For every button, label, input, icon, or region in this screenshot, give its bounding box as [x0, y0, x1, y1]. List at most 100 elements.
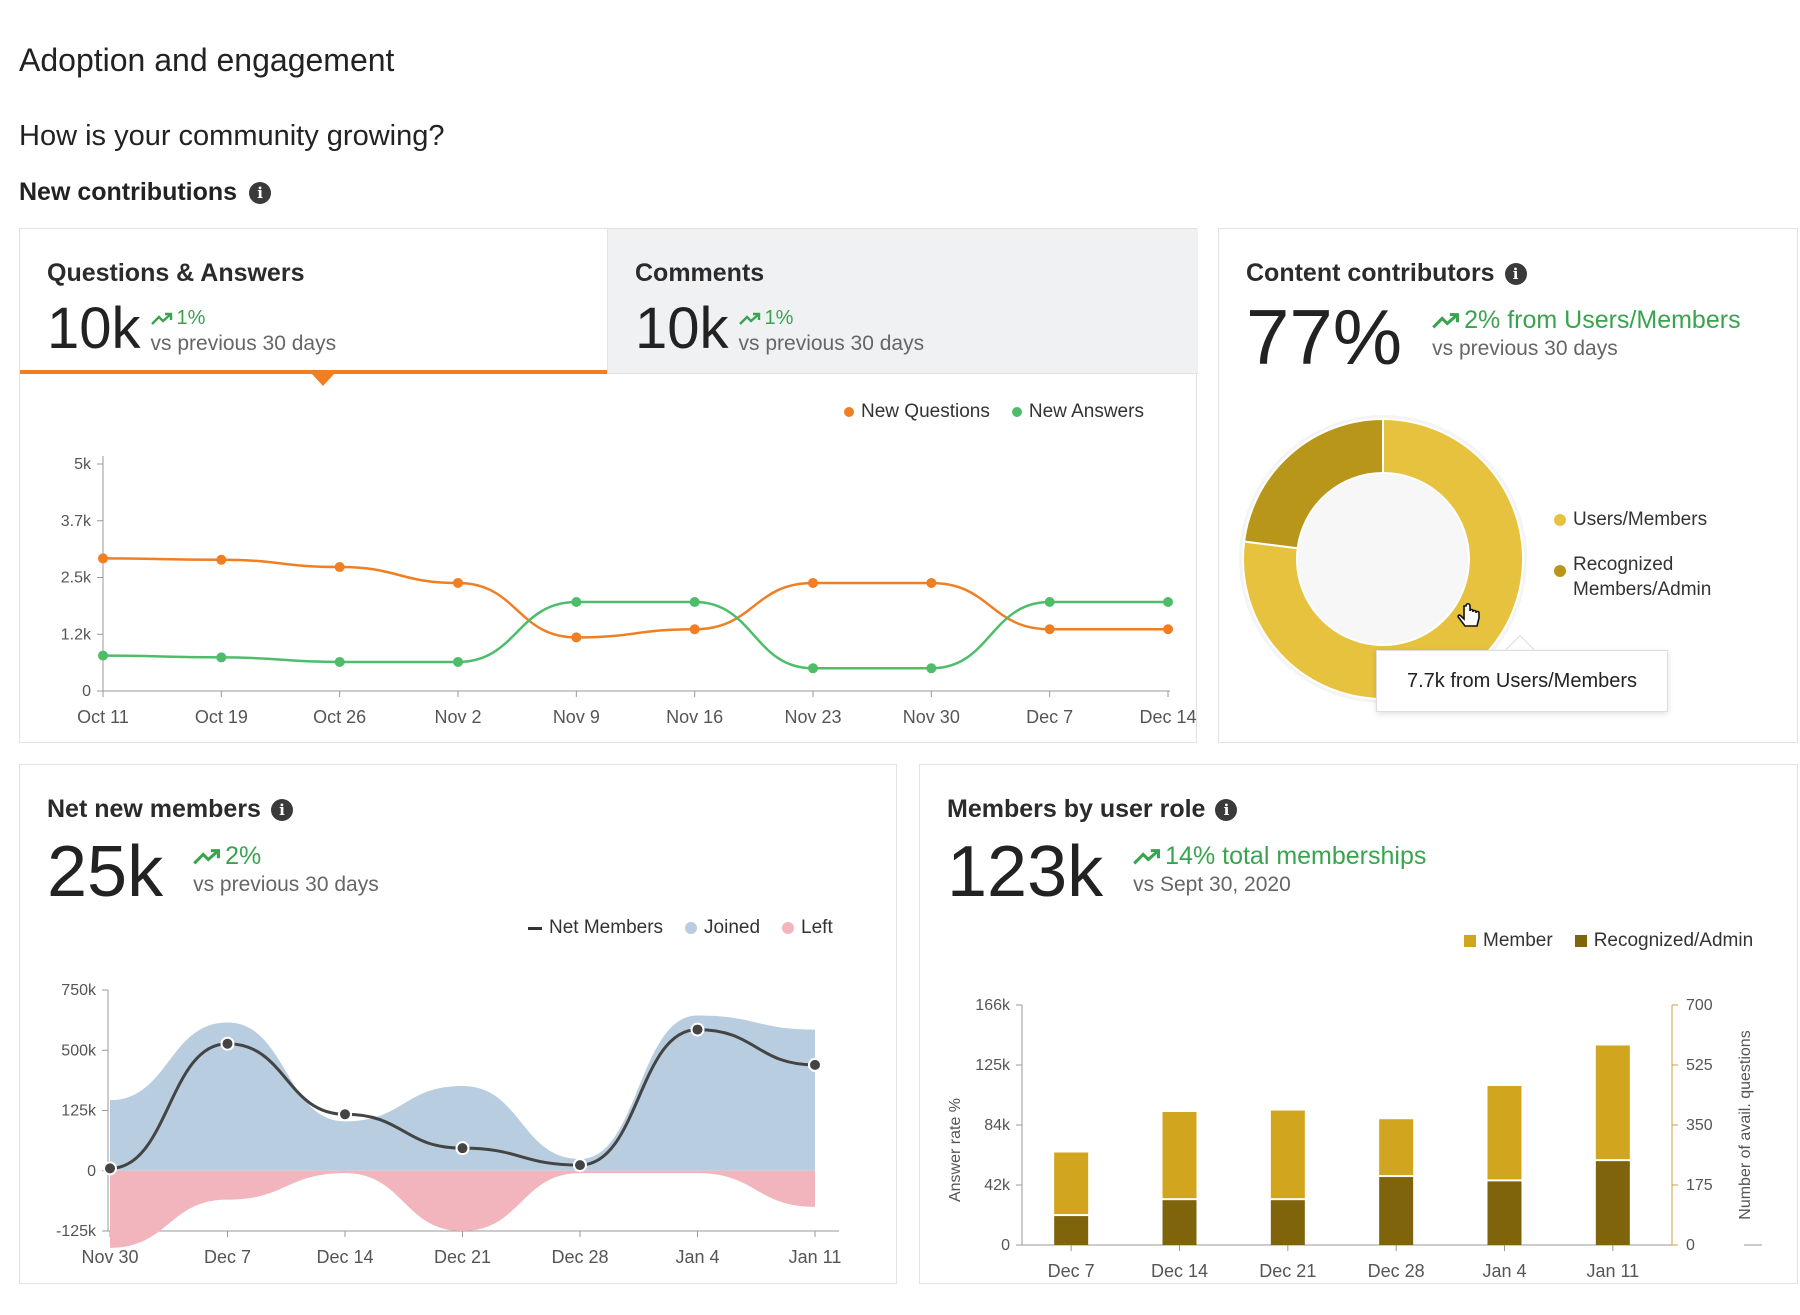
donut-tooltip: 7.7k from Users/Members — [1376, 650, 1668, 712]
legend-item-new-answers[interactable]: New Answers — [1011, 401, 1144, 423]
tab-title: Comments — [635, 259, 765, 287]
legend-item-new-questions[interactable]: New Questions — [844, 401, 990, 423]
info-icon[interactable]: i — [249, 181, 272, 204]
y-axis-label: Answer rate % — [947, 1098, 964, 1202]
bar-member — [1162, 1111, 1197, 1199]
info-icon[interactable]: i — [270, 798, 293, 821]
x-tick-label: Jan 4 — [1482, 1261, 1526, 1281]
x-tick-label: Nov 30 — [81, 1247, 138, 1267]
legend-item-net-members[interactable]: Net Members — [528, 917, 663, 939]
y-tick-label: 3.7k — [61, 513, 92, 530]
legend-item-joined[interactable]: Joined — [685, 917, 760, 939]
x-tick-label: Jan 11 — [1586, 1261, 1639, 1281]
data-point — [573, 1158, 587, 1173]
legend-item-left[interactable]: Left — [782, 917, 833, 939]
page-heading: Adoption and engagement — [19, 42, 395, 78]
x-tick-label: Nov 16 — [666, 707, 723, 727]
bar-member — [1054, 1152, 1089, 1215]
bar-recognized-admin — [1379, 1177, 1414, 1245]
legend-label: Recognized Members/Admin — [1573, 554, 1712, 600]
comparison-text: vs previous 30 days — [150, 332, 337, 355]
legend-item-recognized-admin[interactable]: Recognized/Admin — [1574, 930, 1753, 952]
comparison-text: vs previous 30 days — [738, 332, 925, 355]
data-point — [334, 562, 345, 573]
x-tick-label: Dec 28 — [1368, 1261, 1425, 1281]
data-point — [689, 597, 700, 608]
tab-comments[interactable]: Comments 10k 1% vs previous 30 days — [607, 229, 1198, 374]
series-line — [102, 557, 1168, 639]
comparison-text: vs Sept 30, 2020 — [1133, 873, 1291, 896]
hand-cursor-icon — [1457, 602, 1480, 627]
data-point — [571, 632, 582, 643]
y-tick-label: -125k — [56, 1223, 97, 1240]
x-tick-label: Oct 19 — [195, 707, 248, 727]
data-point — [808, 663, 818, 674]
info-icon[interactable]: i — [1504, 262, 1527, 285]
legend-item-member[interactable]: Member — [1464, 930, 1553, 952]
card-title-text: Members by user role — [947, 795, 1206, 823]
section-label: New contributions i — [19, 178, 272, 207]
x-tick-label: Dec 21 — [434, 1247, 491, 1267]
x-tick-label: Dec 7 — [1048, 1261, 1095, 1281]
y-tick-label: 84k — [984, 1117, 1011, 1134]
trend-up-icon — [193, 848, 221, 864]
data-point — [453, 656, 463, 667]
trend-up-icon — [738, 312, 760, 325]
delta-text: 14% total memberships — [1165, 842, 1427, 870]
data-point — [1044, 597, 1055, 608]
bar-recognized-admin — [1487, 1181, 1522, 1245]
x-tick-label: Dec 28 — [551, 1247, 608, 1267]
card-title-text: Content contributors — [1246, 259, 1495, 287]
donut-legend: Users/Members Recognized Members/Admin — [1554, 509, 1733, 602]
delta-text: 2% from Users/Members — [1464, 306, 1741, 334]
tab-questions-answers[interactable]: Questions & Answers 10k 1% vs previous 3… — [20, 229, 607, 386]
bar-member — [1379, 1119, 1414, 1176]
card-title-text: Net new members — [47, 795, 261, 823]
x-tick-label: Dec 14 — [1151, 1261, 1208, 1281]
y-tick-label: 0 — [82, 683, 91, 700]
y2-tick-label: 350 — [1686, 1117, 1713, 1134]
legend-item-recognized[interactable]: Recognized Members/Admin — [1554, 553, 1733, 602]
net-new-members-card: Net new members i 25k 2% vs previous 30 … — [19, 764, 897, 1284]
bar-member — [1595, 1045, 1630, 1160]
metric-value: 10k — [47, 296, 141, 361]
data-point — [103, 1161, 117, 1176]
bar-member — [1270, 1110, 1305, 1199]
comparison-text: vs previous 30 days — [193, 873, 379, 896]
card-title: Content contributors i — [1246, 259, 1797, 288]
data-point — [1163, 597, 1173, 608]
legend-label: Joined — [704, 917, 761, 938]
legend-label: Net Members — [549, 917, 664, 938]
data-point — [334, 656, 345, 667]
data-point — [690, 1022, 705, 1037]
legend-item-users-members[interactable]: Users/Members — [1554, 509, 1733, 531]
data-point — [808, 577, 818, 588]
metric-value: 25k — [47, 832, 164, 912]
bar-recognized-admin — [1595, 1161, 1630, 1245]
data-point — [926, 577, 937, 588]
y-tick-label: 125k — [61, 1103, 97, 1120]
data-point — [808, 1057, 822, 1072]
y-tick-label: 5k — [74, 456, 92, 473]
delta-indicator: 14% total memberships — [1133, 842, 1426, 871]
donut-hole — [1298, 474, 1468, 644]
data-point — [338, 1107, 352, 1122]
legend-label: Member — [1483, 930, 1553, 951]
legend-label: Left — [801, 917, 833, 938]
x-tick-label: Dec 21 — [1259, 1261, 1316, 1281]
metric-value: 123k — [947, 832, 1104, 912]
active-tab-caret — [312, 374, 334, 386]
info-icon[interactable]: i — [1215, 798, 1238, 821]
contributors-donut-chart — [1239, 415, 1527, 703]
tab-title: Questions & Answers — [47, 259, 305, 287]
x-tick-label: Jan 11 — [789, 1247, 842, 1267]
trend-up-icon — [1432, 312, 1460, 328]
bar-recognized-admin — [1270, 1200, 1305, 1245]
members-legend: Net Members Joined Left — [528, 917, 833, 939]
y2-tick-label: 525 — [1686, 1057, 1713, 1074]
data-point — [453, 577, 463, 588]
delta-text: 1% — [176, 307, 206, 329]
data-point — [455, 1141, 470, 1156]
contrib-legend: New Questions New Answers — [844, 401, 1144, 423]
card-title: Members by user role i — [947, 795, 1797, 824]
